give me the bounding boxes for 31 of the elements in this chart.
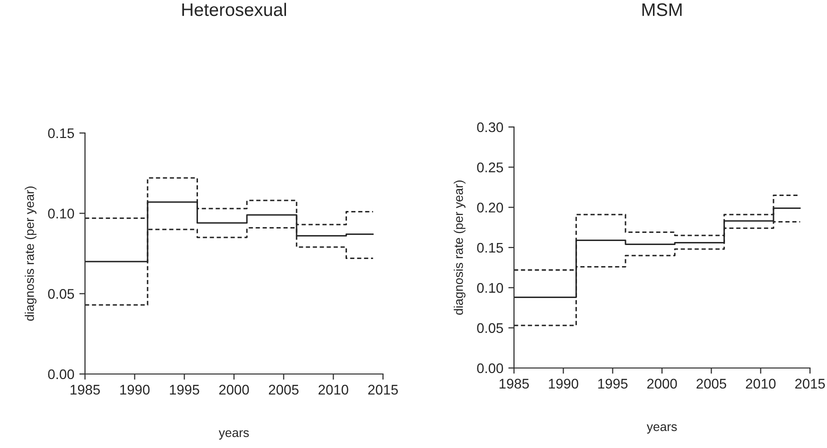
y-axis-title: diagnosis rate (per year) <box>24 186 36 321</box>
y-axis-title: diagnosis rate (per year) <box>454 180 466 315</box>
x-tick-label: 1985 <box>500 378 529 389</box>
x-tick-label: 1990 <box>120 384 150 395</box>
chart-title: Heterosexual <box>182 2 286 16</box>
y-tick-label: 0.30 <box>477 122 504 132</box>
chart-title: MSM <box>642 3 682 16</box>
x-tick-label: 1990 <box>548 378 578 389</box>
x-tick-label: 1995 <box>598 378 628 389</box>
y-tick-label: 0.00 <box>48 369 74 380</box>
x-tick-label: 2015 <box>795 378 825 389</box>
x-tick-label: 2005 <box>268 384 299 395</box>
y-tick-label: 0.05 <box>48 289 74 299</box>
x-axis-title: years <box>646 424 677 434</box>
x-tick-label: 1985 <box>70 384 100 395</box>
y-tick-label: 0.00 <box>477 363 504 374</box>
x-axis-title: years <box>218 430 249 440</box>
y-tick-label: 0.15 <box>477 242 504 253</box>
x-tick-label: 2000 <box>219 384 249 395</box>
y-tick-label: 0.10 <box>48 208 74 219</box>
y-tick-label: 0.25 <box>477 162 504 172</box>
x-tick-label: 2010 <box>746 378 776 389</box>
x-tick-label: 2005 <box>696 378 726 389</box>
x-tick-label: 1995 <box>170 384 200 395</box>
y-tick-label: 0.10 <box>477 283 504 293</box>
y-tick-label: 0.20 <box>477 202 504 213</box>
y-tick-label: 0.05 <box>477 323 504 334</box>
x-tick-label: 2010 <box>318 384 348 395</box>
x-tick-label: 2000 <box>647 378 677 389</box>
y-tick-label: 0.15 <box>48 128 74 138</box>
x-tick-label: 2015 <box>368 384 398 395</box>
